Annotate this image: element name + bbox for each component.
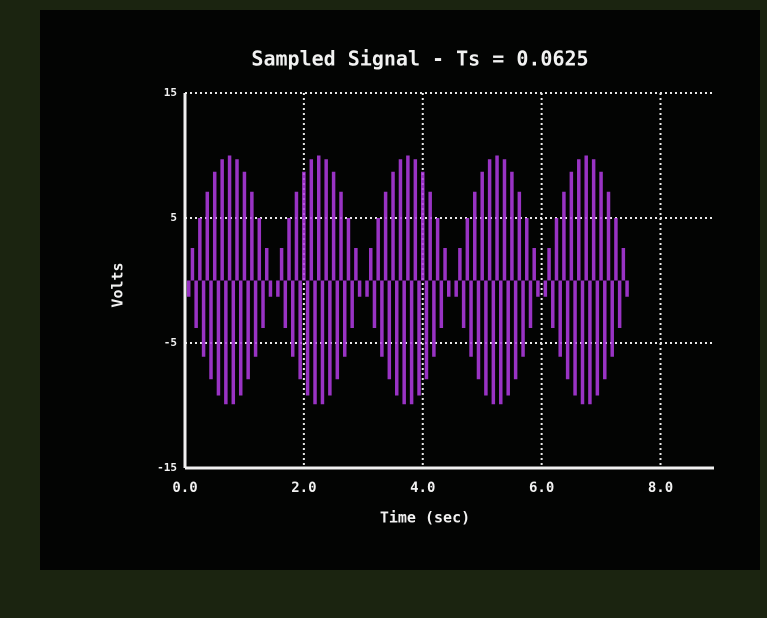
x-tick-label: 0.0	[172, 480, 197, 496]
y-tick-label: -15	[157, 461, 177, 474]
x-tick-label: 6.0	[529, 480, 554, 496]
y-tick-label: 15	[164, 86, 177, 99]
y-tick-label: -5	[164, 336, 177, 349]
y-tick-label: 5	[170, 211, 177, 224]
chart-title: Sampled Signal - Ts = 0.0625	[251, 47, 588, 71]
x-axis-label: Time (sec)	[380, 509, 470, 527]
y-axis-label: Volts	[109, 262, 127, 307]
screen	[40, 10, 760, 570]
x-tick-label: 8.0	[648, 480, 673, 496]
x-tick-label: 2.0	[291, 480, 316, 496]
x-tick-label: 4.0	[410, 480, 435, 496]
